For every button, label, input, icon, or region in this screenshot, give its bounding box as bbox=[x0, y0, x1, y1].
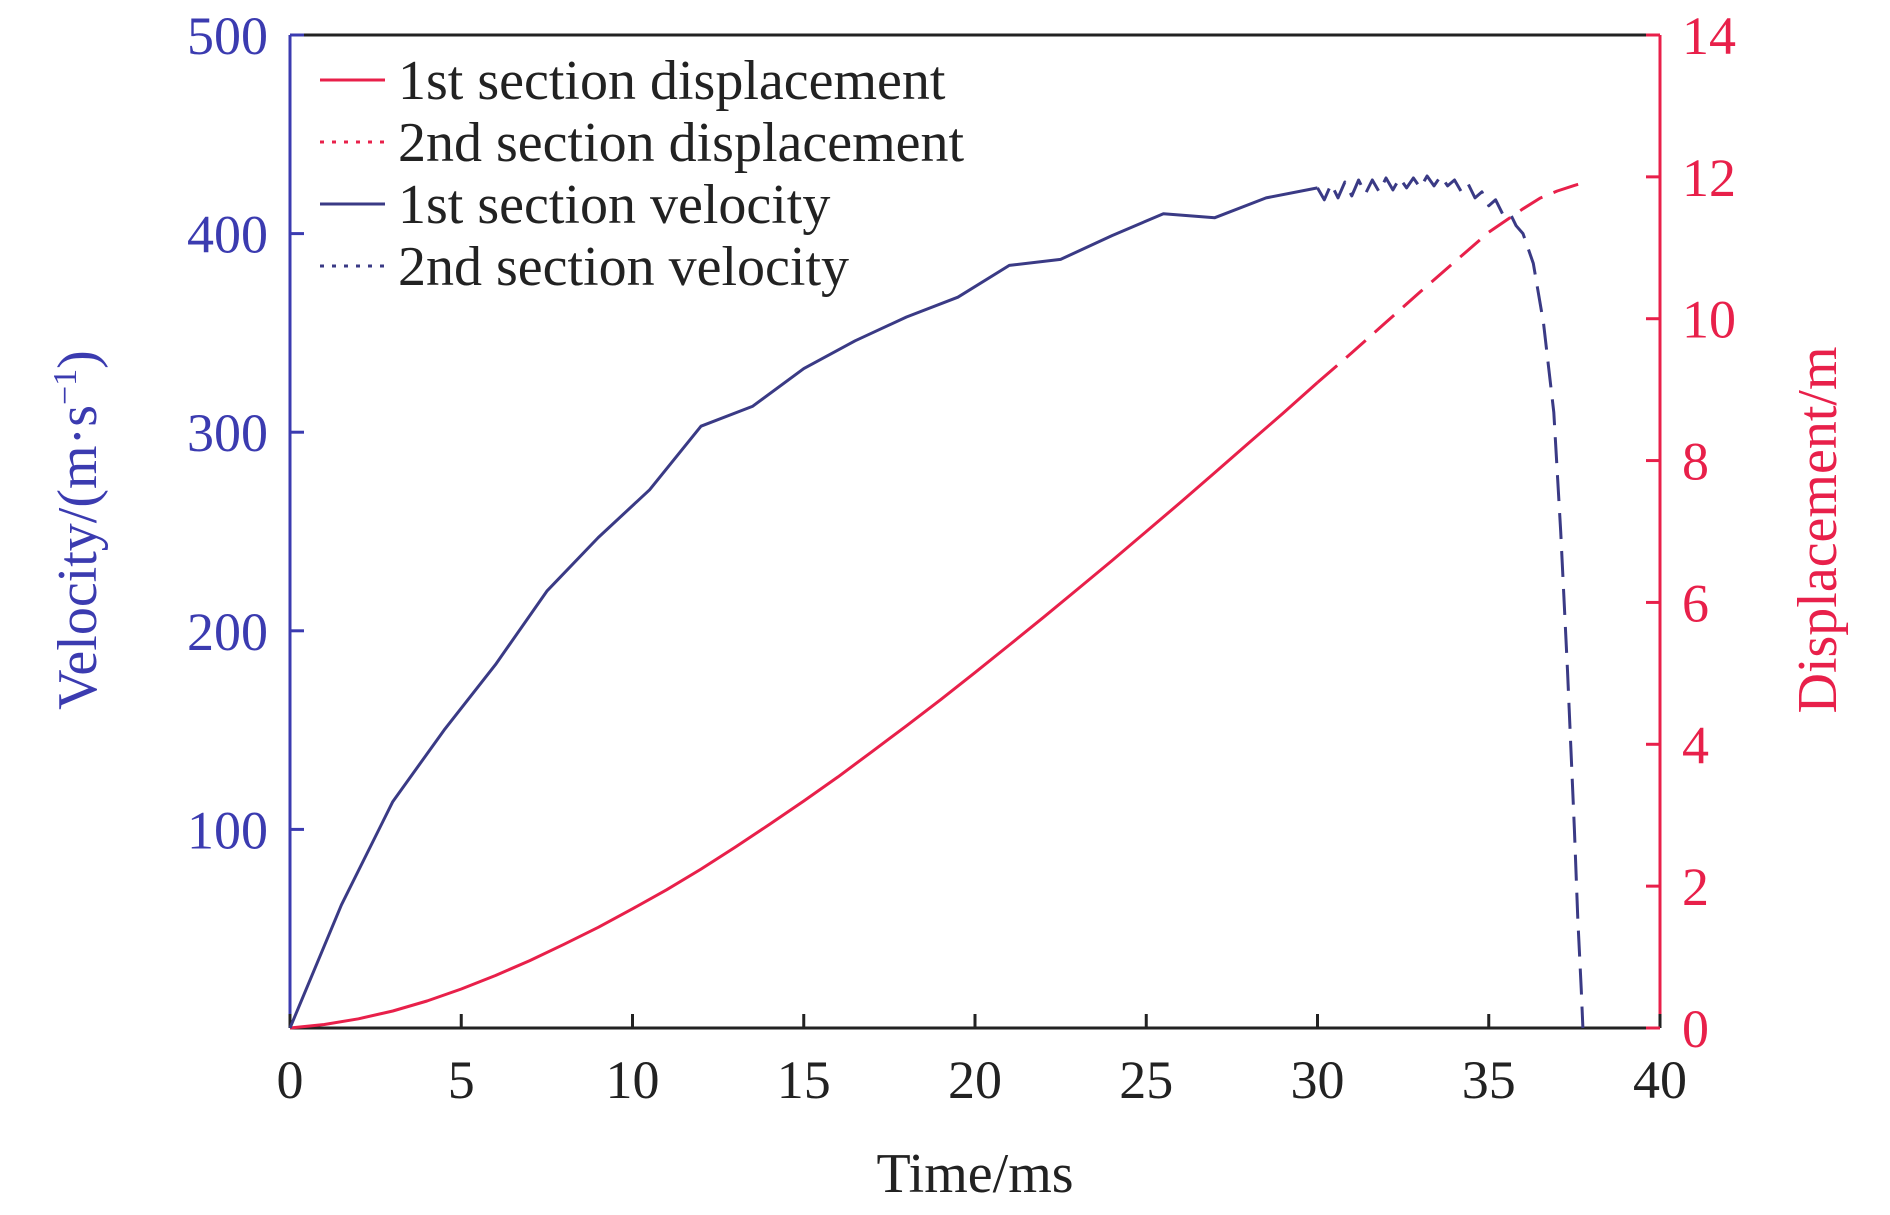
x-tick-label-2: 10 bbox=[606, 1050, 660, 1110]
series-line-2 bbox=[288, 186, 1318, 1029]
x-axis-label: Time/ms bbox=[876, 1143, 1073, 1205]
legend-label-2nd-velocity: 2nd section velocity bbox=[398, 236, 849, 298]
y-right-tick-label-4: 8 bbox=[1682, 432, 1709, 492]
y-right-tick-label-7: 14 bbox=[1682, 6, 1736, 66]
legend: 1st section displacement 2nd section dis… bbox=[320, 50, 965, 298]
x-tick-label-0: 0 bbox=[277, 1050, 304, 1110]
x-tick-label-5: 25 bbox=[1119, 1050, 1173, 1110]
series-line-1 bbox=[1316, 181, 1586, 384]
y-axis-left-label-close: ) bbox=[47, 350, 109, 369]
y-right-tick-label-3: 6 bbox=[1682, 573, 1709, 633]
legend-label-1st-displacement: 1st section displacement bbox=[398, 50, 946, 112]
x-tick-label-6: 30 bbox=[1291, 1050, 1345, 1110]
x-tick-label-3: 15 bbox=[777, 1050, 831, 1110]
y-right-tick-label-2: 4 bbox=[1682, 715, 1709, 775]
x-tick-label-8: 40 bbox=[1633, 1050, 1687, 1110]
y-right-tick-label-0: 0 bbox=[1682, 999, 1709, 1059]
y-left-tick-label-0: 100 bbox=[187, 800, 268, 860]
y-right-tick-label-1: 2 bbox=[1682, 857, 1709, 917]
series-line-3 bbox=[1316, 174, 1585, 1029]
y-left-tick-label-1: 200 bbox=[187, 602, 268, 662]
x-tick-label-7: 35 bbox=[1462, 1050, 1516, 1110]
y-axis-left-label-main: Velocity/(m·s bbox=[47, 405, 109, 710]
ticks-group: 0 5 10 15 20 25 30 35 40 100 200 300 400 500 0 2 4 6 8 10 12… bbox=[187, 6, 1736, 1110]
x-tick-label-4: 20 bbox=[948, 1050, 1002, 1110]
x-tick-label-1: 5 bbox=[448, 1050, 475, 1110]
series-line-0 bbox=[289, 381, 1319, 1030]
y-left-tick-label-3: 400 bbox=[187, 205, 268, 265]
y-right-tick-label-5: 10 bbox=[1682, 290, 1736, 350]
y-axis-left-label: Velocity/(m·s−1) bbox=[47, 350, 109, 710]
series-group bbox=[288, 174, 1586, 1030]
legend-label-1st-velocity: 1st section velocity bbox=[398, 174, 830, 236]
y-axis-right-label: Displacement/m bbox=[1787, 346, 1849, 713]
y-left-tick-label-2: 300 bbox=[187, 403, 268, 463]
legend-label-2nd-displacement: 2nd section displacement bbox=[398, 112, 965, 174]
y-right-tick-label-6: 12 bbox=[1682, 148, 1736, 208]
y-left-tick-label-4: 500 bbox=[187, 6, 268, 66]
y-axis-left-label-sup: −1 bbox=[47, 369, 84, 405]
